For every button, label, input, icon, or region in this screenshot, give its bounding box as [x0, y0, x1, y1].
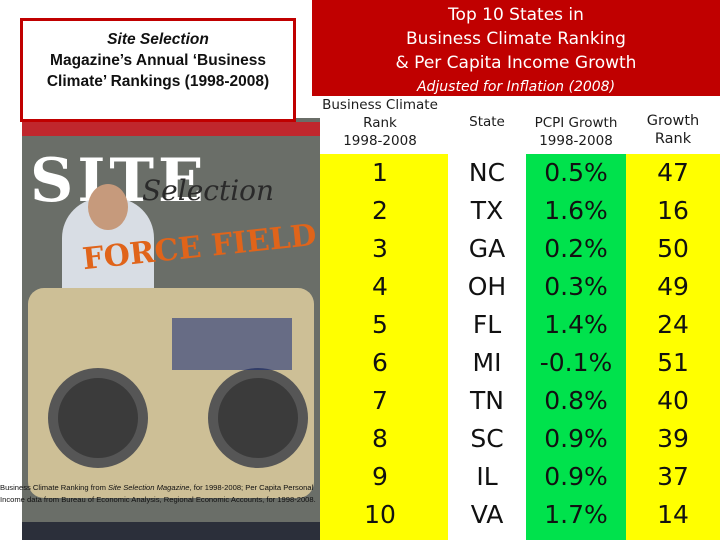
state-cell: FL	[472, 310, 502, 339]
rank-cell: 4	[372, 272, 388, 301]
title-line-2: Business Climate Ranking	[406, 29, 626, 49]
header-line: Rank	[654, 131, 692, 147]
rank-cell: 8	[372, 424, 388, 453]
growth-rank-cell: 40	[657, 386, 689, 415]
growth-rank-cell: 39	[657, 424, 689, 453]
growth-rank-cell: 47	[657, 158, 689, 187]
pcpi-growth-cell: -0.1%	[539, 348, 613, 377]
header-line: 1998-2008	[343, 133, 417, 149]
growth-rank-cell: 24	[657, 310, 689, 339]
header-line: PCPI Growth	[534, 115, 618, 131]
header-line: Growth	[646, 113, 700, 129]
rank-cell: 10	[364, 500, 396, 529]
header-pcpi-growth: PCPI Growth 1998-2008	[526, 96, 626, 154]
source-note-text: Business Climate Ranking from	[0, 483, 109, 492]
state-cell: VA	[470, 500, 504, 529]
column-state: State NC TX GA OH FL MI TN SC IL VA	[448, 96, 526, 540]
title-subtitle: Adjusted for Inflation (2008)	[416, 79, 616, 95]
growth-rank-cell: 16	[657, 196, 689, 225]
title-line-3: & Per Capita Income Growth	[395, 53, 637, 73]
rank-cell: 1	[372, 158, 388, 187]
header-business-climate-rank: Business Climate Rank 1998-2008	[312, 96, 448, 154]
title-band: Top 10 States in Business Climate Rankin…	[312, 0, 720, 96]
growth-rank-cell: 51	[657, 348, 689, 377]
column-pcpi-growth: PCPI Growth 1998-2008 0.5% 1.6% 0.2% 0.3% 1.…	[526, 96, 626, 540]
state-cell: IL	[476, 462, 498, 491]
column-business-climate-rank: Business Climate Rank 1998-2008 1 2 3 4 5 6 7 8…	[312, 96, 448, 540]
growth-rank-cell: 14	[657, 500, 689, 529]
pcpi-growth-cell: 1.7%	[544, 500, 608, 529]
header-line: Rank	[363, 115, 397, 131]
rank-cell: 2	[372, 196, 388, 225]
title-line-1: Top 10 States in	[448, 5, 584, 25]
state-cell: TN	[470, 386, 504, 415]
magazine-wheel	[208, 368, 308, 468]
left-caption-line-2: Magazine’s Annual ‘Business	[50, 52, 266, 69]
pcpi-growth-cell: 0.9%	[544, 424, 608, 453]
magazine-cover-image: SITE Selection FORCE FIELD	[22, 118, 320, 540]
rank-cell: 5	[372, 310, 388, 339]
pcpi-growth-cell: 0.9%	[544, 462, 608, 491]
left-caption-line-1: Site Selection	[107, 31, 209, 48]
column-growth-rank: Growth Rank 47 16 50 49 24 51 40 39 37 14	[626, 96, 720, 540]
growth-rank-cell: 49	[657, 272, 689, 301]
magazine-bottom-strip	[22, 522, 320, 540]
pcpi-growth-cell: 1.6%	[544, 196, 608, 225]
state-cell: GA	[468, 234, 506, 263]
pcpi-growth-cell: 0.3%	[544, 272, 608, 301]
magazine-top-bar	[22, 122, 320, 136]
rank-cell: 3	[372, 234, 388, 263]
growth-rank-cell: 50	[657, 234, 689, 263]
rank-cell: 6	[372, 348, 388, 377]
header-state: State	[469, 114, 505, 130]
header-line: 1998-2008	[539, 133, 613, 149]
left-caption-box: Site Selection Magazine’s Annual ‘Busine…	[20, 18, 296, 122]
pcpi-growth-cell: 0.5%	[544, 158, 608, 187]
state-cell: MI	[472, 348, 502, 377]
pcpi-growth-cell: 0.8%	[544, 386, 608, 415]
state-cell: TX	[470, 196, 504, 225]
rank-cell: 7	[372, 386, 388, 415]
source-note-text: , for 1998-2008; Per Capita Personal Inc…	[0, 483, 316, 504]
source-note-magazine: Site Selection Magazine	[108, 483, 190, 492]
magazine-masthead-selection: Selection	[142, 174, 275, 207]
source-note: Business Climate Ranking from Site Selec…	[0, 482, 340, 506]
state-cell: SC	[470, 424, 504, 453]
magazine-blurb-box	[172, 318, 292, 370]
pcpi-growth-cell: 1.4%	[544, 310, 608, 339]
left-caption-line-3: Climate’ Rankings (1998-2008)	[46, 73, 270, 90]
rank-cell: 9	[372, 462, 388, 491]
pcpi-growth-cell: 0.2%	[544, 234, 608, 263]
state-cell: NC	[468, 158, 506, 187]
magazine-wheel	[48, 368, 148, 468]
header-line: Business Climate	[322, 97, 438, 113]
magazine-person-head	[88, 184, 128, 230]
state-cell: OH	[467, 272, 507, 301]
growth-rank-cell: 37	[657, 462, 689, 491]
header-growth-rank: Growth Rank	[626, 96, 720, 154]
